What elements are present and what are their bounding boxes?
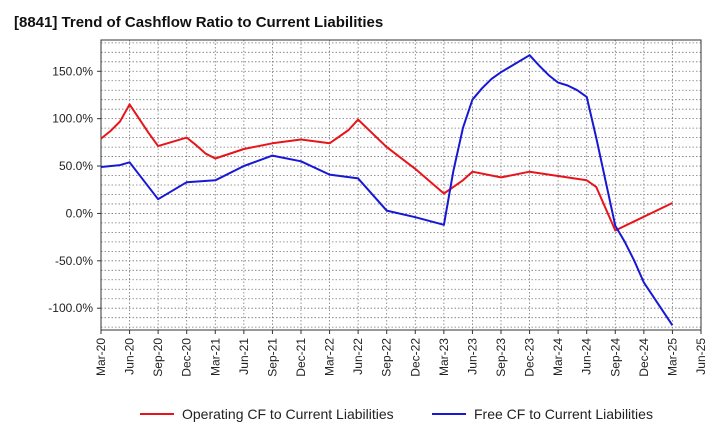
x-tick-label: Sep-22 bbox=[380, 338, 394, 377]
x-tick-label: Jun-24 bbox=[580, 338, 594, 375]
series-line-1 bbox=[100, 103, 673, 232]
x-tick-label: Dec-21 bbox=[294, 338, 308, 377]
x-tick-label: Dec-24 bbox=[637, 338, 651, 377]
x-tick-label: Mar-21 bbox=[208, 338, 222, 376]
plot-frame bbox=[100, 39, 702, 331]
x-tick-label: Mar-23 bbox=[437, 338, 451, 376]
legend-label-1: Operating CF to Current Liabilities bbox=[182, 406, 394, 422]
x-tick-label: Jun-20 bbox=[123, 338, 137, 375]
x-tick-label: Sep-20 bbox=[151, 338, 165, 377]
x-tick-label: Sep-21 bbox=[265, 338, 279, 377]
y-tick-label: 150.0% bbox=[52, 64, 93, 78]
x-tick-label: Jun-21 bbox=[237, 338, 251, 375]
x-tick-label: Dec-20 bbox=[180, 338, 194, 377]
x-tick-label: Dec-23 bbox=[523, 338, 537, 377]
x-tick-label: Jun-23 bbox=[465, 338, 479, 375]
y-tick-label: 100.0% bbox=[52, 112, 93, 126]
x-tick-label: Jun-25 bbox=[694, 338, 708, 375]
x-tick-label: Mar-22 bbox=[323, 338, 337, 376]
series-line-2 bbox=[100, 54, 674, 326]
x-tick-label: Mar-24 bbox=[551, 338, 565, 376]
y-tick-label: 0.0% bbox=[66, 206, 94, 220]
x-tick-label: Mar-20 bbox=[94, 338, 108, 376]
legend-label-2: Free CF to Current Liabilities bbox=[474, 406, 653, 422]
y-tick-label: -50.0% bbox=[55, 254, 93, 268]
y-tick-label: -100.0% bbox=[48, 301, 93, 315]
x-tick-label: Dec-22 bbox=[408, 338, 422, 377]
x-tick-label: Sep-24 bbox=[608, 338, 622, 377]
x-tick-label: Jun-22 bbox=[351, 338, 365, 375]
y-tick-label: 50.0% bbox=[59, 159, 93, 173]
x-tick-label: Mar-25 bbox=[665, 338, 679, 376]
x-tick-label: Sep-23 bbox=[494, 338, 508, 377]
chart-title: [8841] Trend of Cashflow Ratio to Curren… bbox=[14, 14, 384, 31]
